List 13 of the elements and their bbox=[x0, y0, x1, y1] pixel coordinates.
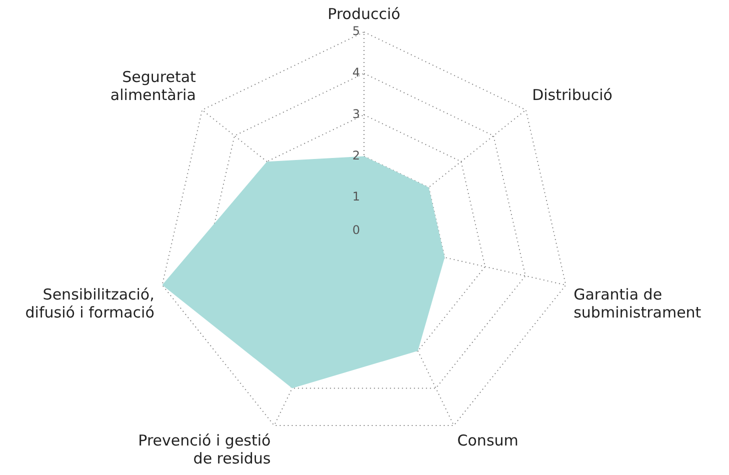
y-tick-label: 4 bbox=[352, 66, 360, 80]
y-tick-label: 3 bbox=[352, 106, 360, 121]
spoke-label: Consum bbox=[457, 432, 518, 450]
spoke-label: Producció bbox=[328, 4, 400, 23]
y-tick-label: 1 bbox=[352, 190, 360, 204]
y-tick-label: 0 bbox=[352, 223, 360, 238]
y-tick-label: 2 bbox=[352, 148, 360, 162]
y-tick-label: 5 bbox=[352, 24, 360, 38]
spoke-label: Sensibilització, difusió i formació bbox=[25, 286, 154, 322]
spoke-label: Prevenció i gestió de residus bbox=[138, 432, 271, 468]
spoke-label: Distribució bbox=[532, 86, 612, 104]
spoke-label: Garantia de subministrament bbox=[574, 286, 702, 322]
spoke-label: Seguretat alimentària bbox=[110, 68, 196, 104]
